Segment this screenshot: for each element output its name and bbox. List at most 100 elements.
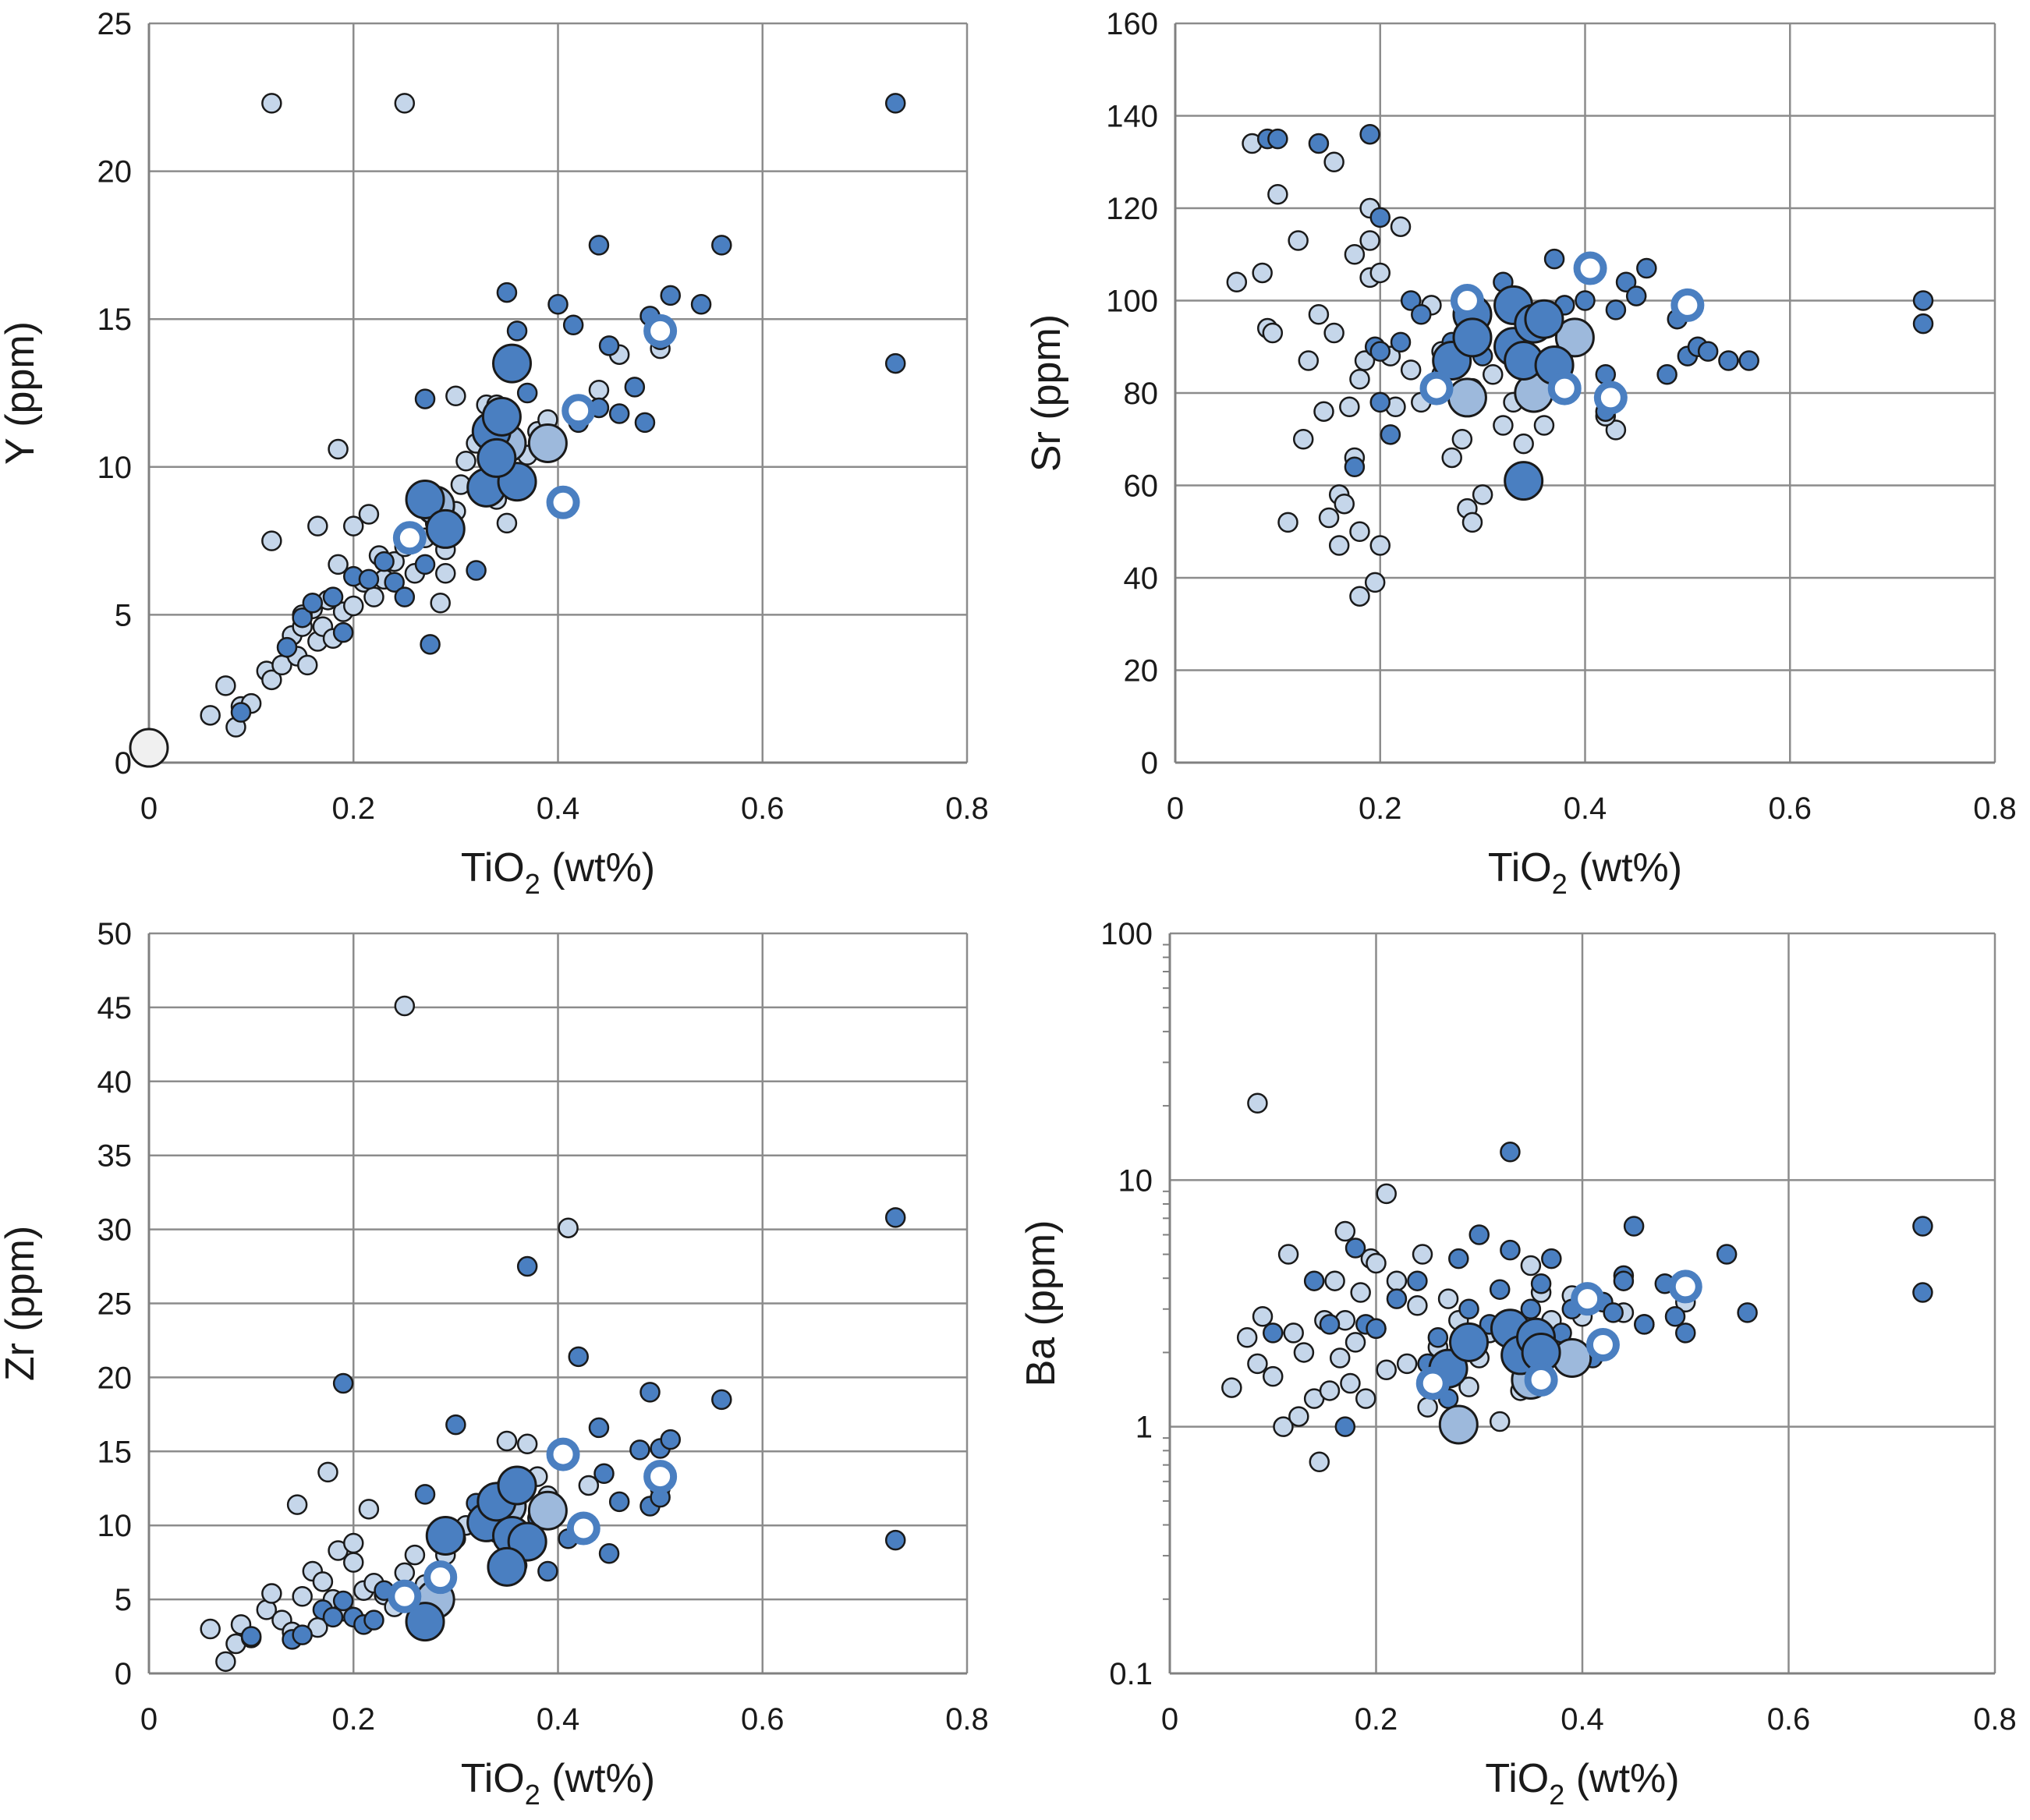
data-point xyxy=(1396,1353,1418,1375)
data-point xyxy=(1263,1323,1284,1344)
y-tick-label: 10 xyxy=(1118,1163,1153,1198)
x-axis-label: TiO2 (wt%) xyxy=(1488,845,1682,900)
data-point xyxy=(1489,1411,1511,1432)
data-point xyxy=(1656,364,1677,385)
data-point xyxy=(1376,1183,1397,1205)
data-point-open xyxy=(423,1560,458,1595)
x-tick-label: 0 xyxy=(1161,1702,1178,1737)
data-point xyxy=(1447,377,1487,418)
x-axis-label: TiO2 (wt%) xyxy=(1485,1756,1679,1811)
data-point xyxy=(1664,1305,1686,1327)
x-tick-label: 0.4 xyxy=(537,791,580,826)
data-point xyxy=(496,281,518,303)
data-point xyxy=(1359,230,1380,251)
data-point xyxy=(1441,447,1462,469)
data-point xyxy=(1283,1323,1304,1344)
data-point xyxy=(634,412,656,434)
y-tick-label: 50 xyxy=(97,917,133,951)
data-point xyxy=(414,388,436,409)
data-point xyxy=(405,480,445,520)
data-point-open xyxy=(1547,371,1582,405)
data-point xyxy=(660,285,681,306)
data-point xyxy=(358,568,380,590)
data-point-open xyxy=(1415,1366,1450,1400)
data-point xyxy=(1605,420,1627,441)
data-point xyxy=(1313,401,1334,422)
x-axis-label: TiO2 (wt%) xyxy=(461,845,655,900)
x-tick-label: 0.8 xyxy=(1973,791,2017,826)
data-point-open xyxy=(643,1460,678,1494)
data-point xyxy=(292,1586,313,1607)
data-point xyxy=(1625,285,1647,306)
data-point-open xyxy=(1450,284,1484,317)
y-tick-label: 120 xyxy=(1106,192,1158,226)
data-point xyxy=(1530,1273,1552,1294)
data-point xyxy=(215,675,236,696)
chart-panel-1: 0 0.2 0.4 0.6 0.8 0 5 10 15 20 25 TiO2 (wt%) Y (ppm) xyxy=(0,7,989,900)
data-point xyxy=(1386,1288,1408,1309)
y-tick-label: 0 xyxy=(1141,746,1158,781)
data-point xyxy=(261,93,282,114)
data-point xyxy=(1329,1347,1351,1369)
y-axis-label: Ba (ppm) xyxy=(1019,1220,1064,1387)
x-tick-label: 0 xyxy=(1167,791,1184,826)
data-point xyxy=(328,438,349,460)
data-point-open xyxy=(562,394,596,428)
x-tick-label: 0.2 xyxy=(1359,791,1402,826)
y-tick-label: 20 xyxy=(97,155,133,189)
data-point xyxy=(374,551,395,572)
data-point xyxy=(1288,1406,1309,1427)
data-point xyxy=(215,1651,236,1673)
data-point xyxy=(1412,1244,1433,1265)
data-point xyxy=(1247,1092,1268,1114)
data-point xyxy=(1247,1353,1268,1375)
data-point xyxy=(1267,128,1288,150)
data-point xyxy=(1458,1376,1479,1397)
data-point xyxy=(1407,1270,1428,1291)
data-point xyxy=(1520,1255,1542,1276)
data-point xyxy=(884,1529,906,1551)
x-tick-label: 0.4 xyxy=(537,1702,580,1737)
x-tick-label: 0.2 xyxy=(1355,1702,1398,1737)
data-point xyxy=(1386,1270,1408,1291)
data-point xyxy=(1288,230,1309,251)
data-point xyxy=(1452,317,1493,358)
data-point xyxy=(404,1544,426,1566)
data-point xyxy=(466,560,487,581)
data-point-open xyxy=(1419,371,1454,405)
data-point xyxy=(497,1465,537,1506)
data-point xyxy=(496,512,518,534)
data-point xyxy=(1603,1302,1624,1323)
data-point xyxy=(1417,1397,1438,1418)
x-tick-label: 0.2 xyxy=(331,791,375,826)
data-point xyxy=(1369,391,1391,413)
data-point xyxy=(1344,1238,1366,1259)
data-point xyxy=(1308,304,1330,325)
data-point-open xyxy=(1670,288,1705,322)
data-point xyxy=(1236,1326,1258,1348)
data-point xyxy=(1634,1314,1655,1335)
data-point xyxy=(1737,1302,1758,1323)
data-point xyxy=(487,1546,527,1587)
data-point xyxy=(1252,1305,1274,1327)
data-point xyxy=(1226,271,1248,293)
data-point xyxy=(1324,1270,1345,1291)
data-point xyxy=(1605,299,1627,320)
data-point xyxy=(1354,350,1376,371)
data-point xyxy=(1407,1294,1428,1316)
data-point xyxy=(1541,1248,1562,1269)
x-tick-label: 0.4 xyxy=(1561,1702,1604,1737)
x-tick-label: 0 xyxy=(140,1702,158,1737)
data-point xyxy=(1504,461,1544,501)
data-point xyxy=(711,1389,732,1411)
data-point xyxy=(568,1346,589,1368)
data-point xyxy=(1380,424,1401,445)
data-point xyxy=(332,1372,354,1394)
data-point xyxy=(1912,313,1934,335)
data-point xyxy=(1675,1323,1696,1344)
data-point xyxy=(516,382,538,404)
x-tick-label: 0.6 xyxy=(741,791,785,826)
data-point xyxy=(1376,1359,1397,1381)
data-point xyxy=(711,235,732,256)
